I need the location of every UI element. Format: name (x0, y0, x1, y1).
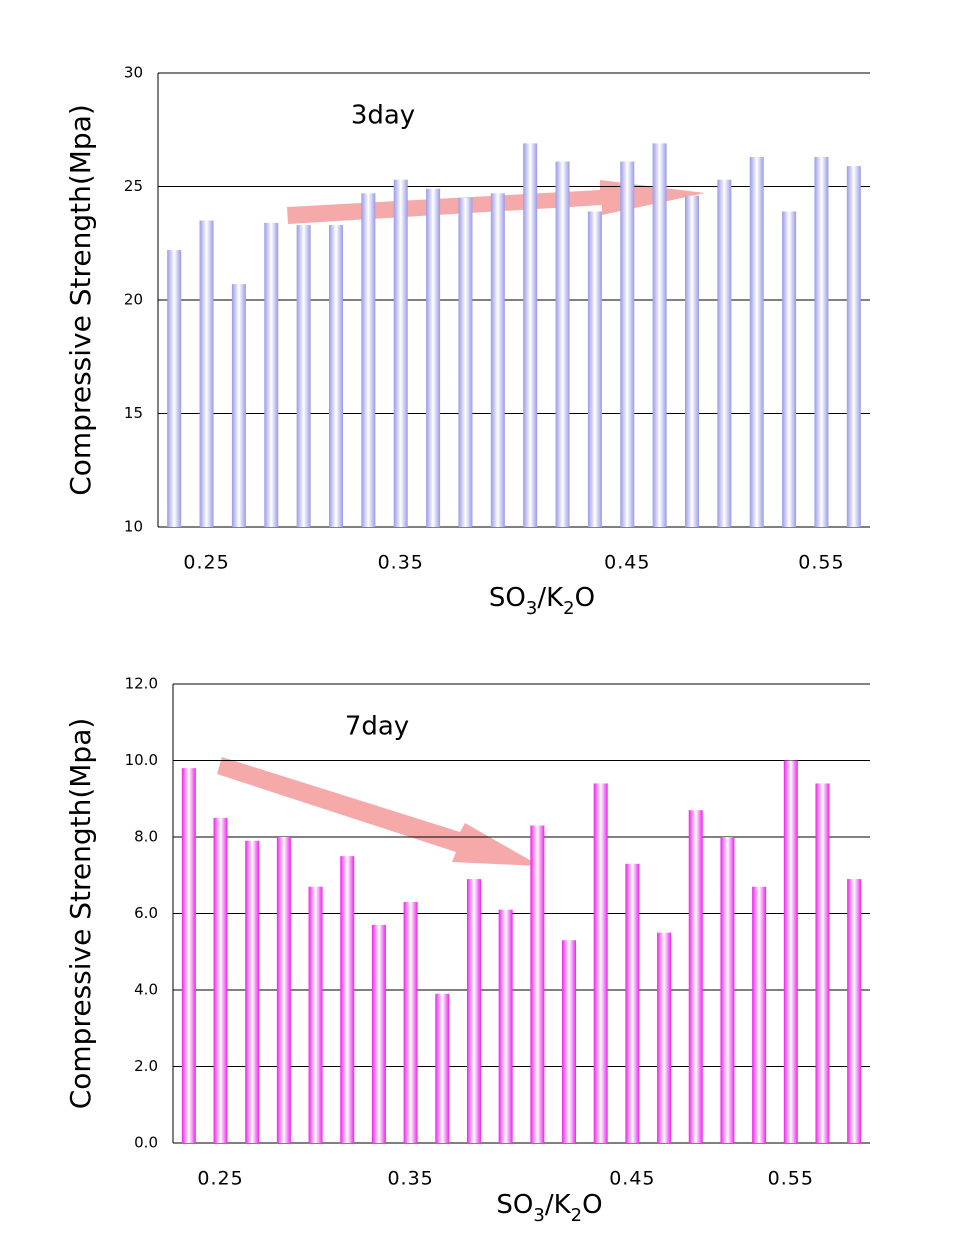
y-tick-label: 10.0 (125, 751, 158, 769)
bar (264, 222, 279, 527)
bar (815, 783, 830, 1143)
bar (490, 193, 505, 527)
y-tick-label: 30 (124, 64, 143, 82)
bar (530, 825, 545, 1143)
bar (717, 179, 732, 527)
bar (555, 161, 570, 527)
x-axis-label: SO3/K2O (489, 583, 595, 619)
bar (426, 188, 441, 527)
y-tick-label: 0.0 (134, 1134, 158, 1152)
bar (466, 879, 481, 1143)
bar (749, 156, 764, 528)
x-tick-label: 0.25 (183, 552, 229, 574)
bar (231, 284, 246, 527)
bar (329, 225, 343, 527)
x-tick-label: 0.55 (768, 1168, 814, 1190)
y-tick-label: 8.0 (134, 828, 158, 846)
y-tick-label: 12.0 (125, 675, 158, 693)
y-tick-label: 4.0 (134, 981, 158, 999)
bar (657, 932, 672, 1143)
y-tick-label: 10 (124, 518, 143, 536)
bar (199, 220, 214, 528)
x-tick-label: 0.25 (197, 1168, 243, 1190)
bar (498, 909, 513, 1143)
bar (720, 837, 735, 1143)
bar (782, 211, 797, 527)
bar (308, 886, 323, 1143)
bar (435, 993, 450, 1143)
x-tick-label: 0.45 (609, 1168, 655, 1190)
bar (783, 760, 798, 1143)
annotation: 7day (345, 712, 409, 742)
bar (403, 902, 418, 1143)
bar (245, 840, 260, 1143)
bar (685, 195, 699, 527)
y-axis-label: Compressive Strength(Mpa) (64, 104, 97, 496)
bar (181, 768, 196, 1143)
bar (752, 886, 767, 1143)
bar (296, 225, 311, 527)
bar (167, 250, 182, 527)
bar (562, 940, 577, 1143)
bar (625, 863, 640, 1143)
bar (847, 879, 862, 1143)
y-axis-label: Compressive Strength(Mpa) (64, 718, 97, 1110)
y-tick-label: 20 (124, 291, 143, 309)
y-tick-label: 2.0 (134, 1057, 158, 1075)
bar (587, 211, 602, 527)
y-tick-label: 6.0 (134, 904, 158, 922)
trend-arrow (217, 757, 540, 866)
bar (361, 193, 376, 527)
y-tick-label: 15 (124, 404, 143, 422)
bar (593, 783, 608, 1143)
x-tick-label: 0.55 (798, 552, 844, 574)
bar (814, 156, 829, 528)
bar (213, 817, 228, 1143)
x-axis-label: SO3/K2O (496, 1190, 602, 1226)
bar (393, 179, 408, 527)
bar (276, 837, 291, 1143)
bar (523, 143, 538, 527)
x-tick-label: 0.35 (378, 552, 424, 574)
bar (652, 143, 667, 527)
x-tick-label: 0.35 (387, 1168, 433, 1190)
bar (620, 161, 635, 527)
bar (846, 166, 861, 527)
bar (458, 197, 473, 527)
y-tick-label: 25 (124, 177, 143, 195)
bar (340, 856, 355, 1143)
x-tick-label: 0.45 (604, 552, 650, 574)
bar (688, 810, 703, 1143)
annotation: 3day (351, 101, 415, 131)
bar (371, 924, 386, 1143)
